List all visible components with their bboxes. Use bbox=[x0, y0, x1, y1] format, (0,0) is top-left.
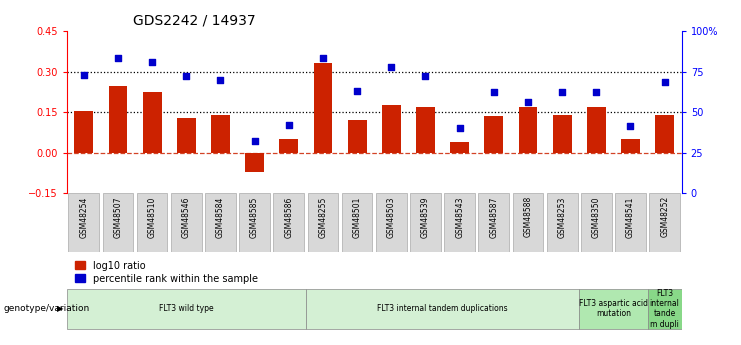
Text: GSM48254: GSM48254 bbox=[79, 196, 88, 237]
FancyBboxPatch shape bbox=[376, 193, 407, 252]
Point bbox=[351, 88, 363, 94]
Bar bbox=[279, 139, 298, 152]
Text: GSM48539: GSM48539 bbox=[421, 196, 430, 238]
Text: GSM48586: GSM48586 bbox=[285, 196, 293, 237]
Bar bbox=[621, 139, 640, 152]
Text: GSM48350: GSM48350 bbox=[592, 196, 601, 238]
Text: GSM48584: GSM48584 bbox=[216, 196, 225, 237]
Point bbox=[659, 79, 671, 85]
FancyBboxPatch shape bbox=[68, 193, 99, 252]
Bar bbox=[451, 142, 469, 152]
Point bbox=[522, 100, 534, 105]
Text: GSM48503: GSM48503 bbox=[387, 196, 396, 238]
Bar bbox=[519, 107, 537, 152]
Bar bbox=[348, 120, 367, 152]
Text: FLT3 internal tandem duplications: FLT3 internal tandem duplications bbox=[377, 304, 508, 313]
Bar bbox=[74, 111, 93, 152]
Text: FLT3 aspartic acid
mutation: FLT3 aspartic acid mutation bbox=[579, 299, 648, 318]
Point bbox=[625, 123, 637, 129]
Text: GSM48543: GSM48543 bbox=[455, 196, 464, 238]
Text: GSM48546: GSM48546 bbox=[182, 196, 190, 238]
Bar bbox=[245, 152, 264, 171]
FancyBboxPatch shape bbox=[67, 288, 306, 329]
Point bbox=[215, 77, 227, 82]
FancyBboxPatch shape bbox=[513, 193, 543, 252]
Point bbox=[180, 73, 192, 78]
FancyBboxPatch shape bbox=[205, 193, 236, 252]
Text: FLT3 wild type: FLT3 wild type bbox=[159, 304, 213, 313]
Legend: log10 ratio, percentile rank within the sample: log10 ratio, percentile rank within the … bbox=[72, 257, 262, 287]
Point bbox=[146, 59, 158, 65]
Text: GSM48585: GSM48585 bbox=[250, 196, 259, 237]
Text: GSM48510: GSM48510 bbox=[147, 196, 156, 237]
Text: GSM48253: GSM48253 bbox=[558, 196, 567, 237]
FancyBboxPatch shape bbox=[342, 193, 373, 252]
Bar bbox=[177, 118, 196, 152]
FancyBboxPatch shape bbox=[239, 193, 270, 252]
Bar bbox=[382, 105, 401, 152]
FancyBboxPatch shape bbox=[445, 193, 475, 252]
Bar bbox=[416, 107, 435, 152]
Text: GSM48588: GSM48588 bbox=[523, 196, 533, 237]
Bar bbox=[655, 115, 674, 152]
FancyBboxPatch shape bbox=[615, 193, 646, 252]
Bar bbox=[108, 87, 127, 152]
Text: genotype/variation: genotype/variation bbox=[4, 304, 90, 313]
FancyBboxPatch shape bbox=[581, 193, 611, 252]
FancyBboxPatch shape bbox=[547, 193, 577, 252]
Text: ▶: ▶ bbox=[56, 304, 63, 313]
FancyBboxPatch shape bbox=[579, 288, 648, 329]
Text: FLT3
internal
tande
m dupli: FLT3 internal tande m dupli bbox=[650, 289, 679, 329]
Point bbox=[419, 74, 431, 79]
Point bbox=[283, 122, 295, 128]
Text: GDS2242 / 14937: GDS2242 / 14937 bbox=[133, 14, 256, 28]
Point bbox=[112, 55, 124, 61]
Point bbox=[556, 89, 568, 95]
FancyBboxPatch shape bbox=[306, 288, 579, 329]
FancyBboxPatch shape bbox=[273, 193, 304, 252]
Text: GSM48507: GSM48507 bbox=[113, 196, 122, 238]
Point bbox=[488, 89, 499, 95]
Bar bbox=[143, 92, 162, 152]
Point bbox=[317, 55, 329, 61]
Text: GSM48255: GSM48255 bbox=[319, 196, 328, 237]
Bar bbox=[553, 115, 571, 152]
Point bbox=[385, 64, 397, 69]
Bar bbox=[211, 115, 230, 152]
Point bbox=[591, 89, 602, 95]
FancyBboxPatch shape bbox=[479, 193, 509, 252]
FancyBboxPatch shape bbox=[649, 193, 680, 252]
FancyBboxPatch shape bbox=[171, 193, 202, 252]
Text: GSM48252: GSM48252 bbox=[660, 196, 669, 237]
FancyBboxPatch shape bbox=[410, 193, 441, 252]
Point bbox=[453, 126, 465, 131]
Bar bbox=[485, 116, 503, 152]
FancyBboxPatch shape bbox=[648, 288, 682, 329]
FancyBboxPatch shape bbox=[102, 193, 133, 252]
Point bbox=[78, 72, 90, 78]
Text: GSM48541: GSM48541 bbox=[626, 196, 635, 237]
Bar bbox=[587, 107, 605, 152]
Bar bbox=[313, 63, 333, 152]
Text: GSM48501: GSM48501 bbox=[353, 196, 362, 237]
Point bbox=[249, 138, 261, 143]
FancyBboxPatch shape bbox=[137, 193, 167, 252]
Text: GSM48587: GSM48587 bbox=[489, 196, 498, 237]
FancyBboxPatch shape bbox=[308, 193, 339, 252]
